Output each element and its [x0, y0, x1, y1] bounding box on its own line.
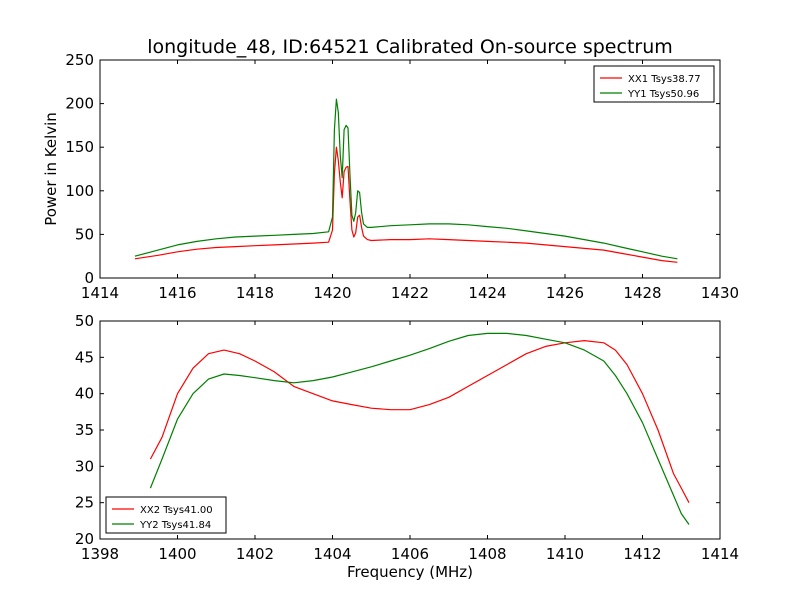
y-tick-label: 50 [75, 225, 94, 243]
series-group [134, 98, 678, 263]
x-tick-label: 1430 [701, 284, 739, 302]
y-tick-label: 40 [75, 385, 94, 403]
series-line-2 [134, 98, 678, 260]
chart-panel-1: 1414 1416 1418 1420 1422 1424 1426 1428 1430 0 50 1… [42, 51, 739, 302]
series-group [149, 332, 690, 525]
y-tick-label: 35 [75, 421, 94, 439]
x-axis-label: Frequency (MHz) [347, 563, 473, 581]
legend-entry-label: YY1 Tsys50.96 [627, 89, 699, 100]
series-line-2 [149, 332, 690, 525]
chart-title: longitude_48, ID:64521 Calibrated On-sou… [147, 36, 673, 58]
legend-box [105, 496, 227, 534]
x-tick-label: 1402 [236, 545, 274, 563]
x-tick-label: 1414 [81, 284, 119, 302]
x-tick-label: 1414 [701, 545, 739, 563]
x-tick-label: 1420 [313, 284, 351, 302]
legend: XX1 Tsys38.77 YY1 Tsys50.96 [593, 65, 715, 103]
y-tick-label: 150 [65, 138, 94, 156]
y-tick-label: 45 [75, 348, 94, 366]
x-tick-label: 1412 [623, 545, 661, 563]
legend-entry-label: XX1 Tsys38.77 [628, 74, 701, 85]
y-tick-label: 25 [75, 494, 94, 512]
series-line-1 [134, 146, 678, 263]
legend-entry-label: XX2 Tsys41.00 [140, 505, 213, 516]
x-tick-label: 1416 [158, 284, 196, 302]
legend-box [593, 65, 715, 103]
legend: XX2 Tsys41.00 YY2 Tsys41.84 [105, 496, 227, 534]
y-tick-label: 30 [75, 457, 94, 475]
y-tick-label: 100 [65, 182, 94, 200]
x-tick-label: 1424 [468, 284, 506, 302]
y-tick-label: 200 [65, 95, 94, 113]
x-tick-label: 1422 [391, 284, 429, 302]
x-tick-label: 1410 [546, 545, 584, 563]
legend-entry-label: YY2 Tsys41.84 [139, 520, 211, 531]
x-tick-label: 1406 [391, 545, 429, 563]
y-tick-label: 250 [65, 51, 94, 69]
x-tick-label: 1400 [158, 545, 196, 563]
x-tick-label: 1408 [468, 545, 506, 563]
y-tick-label: 20 [75, 530, 94, 548]
chart-panel-2: 1398 1400 1402 1404 1406 1408 1410 1412 1414 20 25… [75, 312, 739, 581]
y-tick-label: 0 [84, 269, 94, 287]
series-line-1 [149, 340, 690, 503]
y-tick-label: 50 [75, 312, 94, 330]
x-tick-label: 1398 [81, 545, 119, 563]
x-tick-label: 1404 [313, 545, 351, 563]
x-tick-label: 1426 [546, 284, 584, 302]
x-tick-label: 1418 [236, 284, 274, 302]
x-tick-label: 1428 [623, 284, 661, 302]
y-axis-label: Power in Kelvin [42, 112, 60, 226]
